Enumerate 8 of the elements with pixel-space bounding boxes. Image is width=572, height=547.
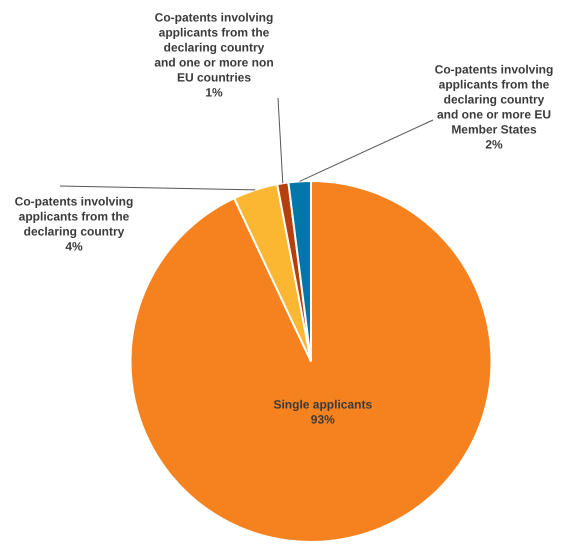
data-label: 2% [485,137,503,152]
data-label: 93% [310,412,336,427]
slice-label: Co-patents involving applicants from the declaring country [14,194,134,238]
slice-label: Co-patents involving applicants from the declaring country and one or more non EU countries [154,10,274,84]
data-label: 1% [205,85,223,100]
slice-label: Co-patents involving applicants from the declaring country and one or more EU Member States [434,62,554,136]
slice-label: Single applicants [273,398,372,412]
data-label: 4% [65,239,83,254]
